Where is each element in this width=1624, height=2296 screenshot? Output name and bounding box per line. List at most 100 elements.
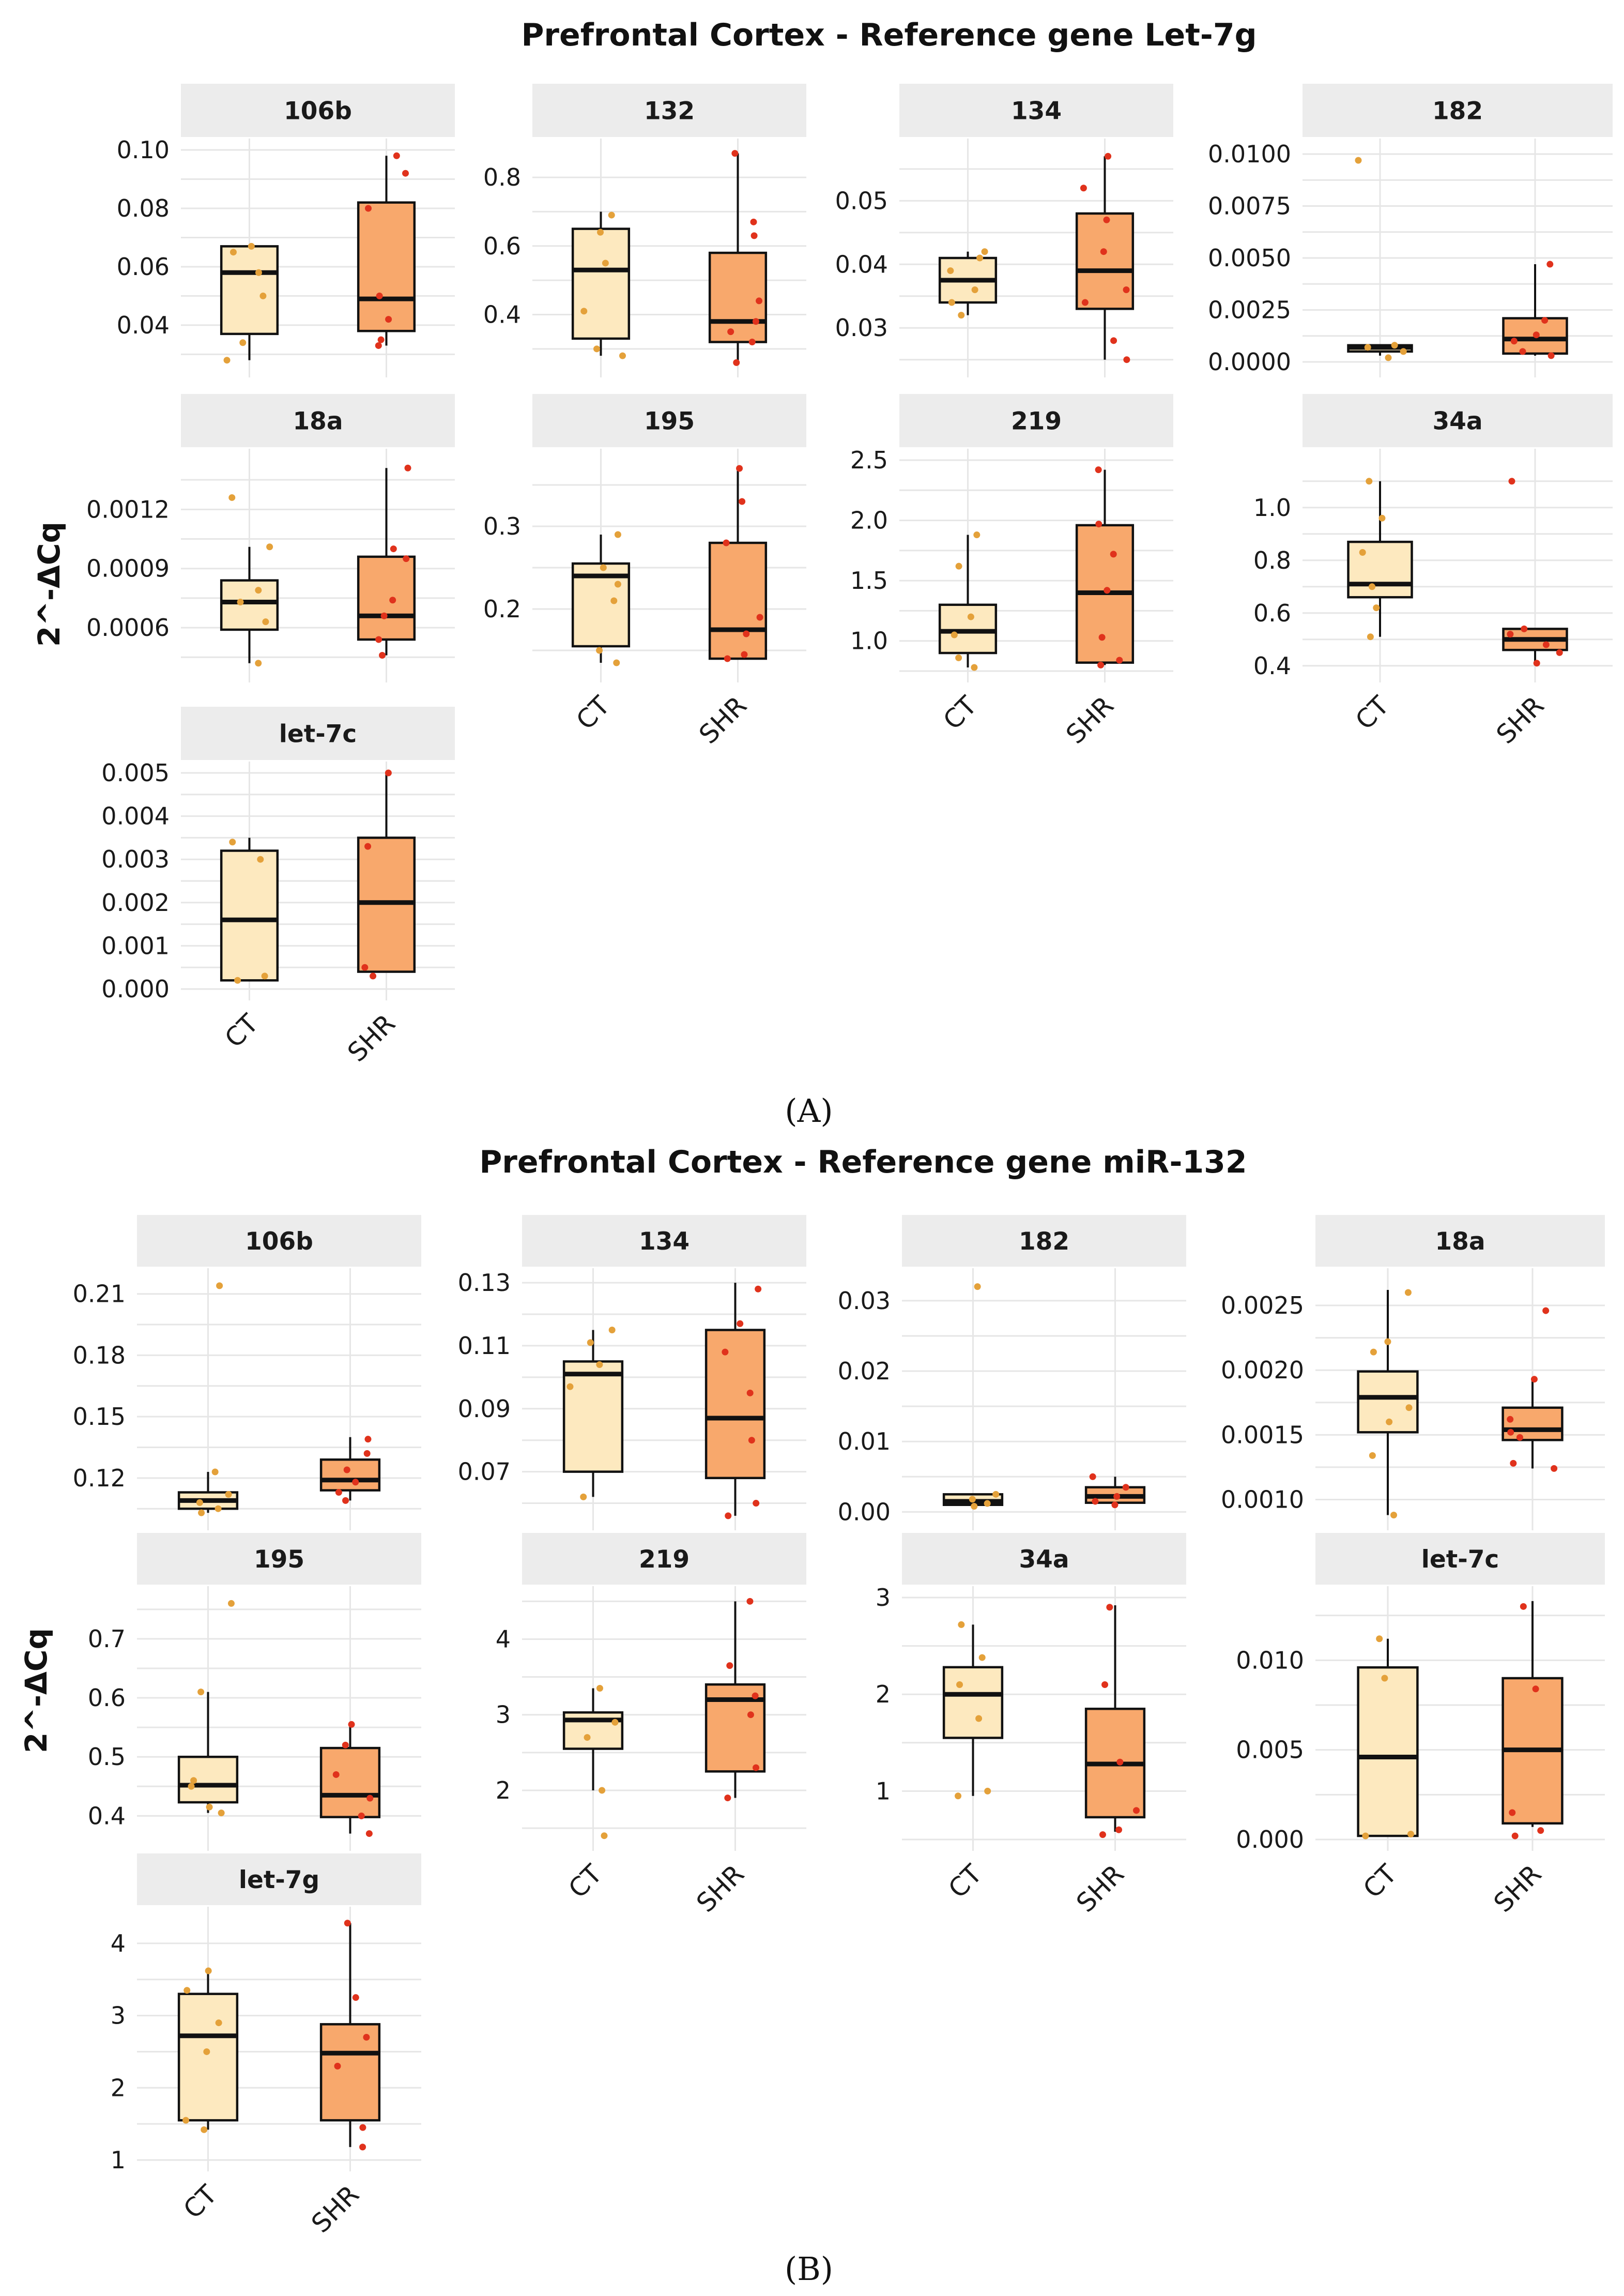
data-point bbox=[358, 1812, 365, 1819]
data-point bbox=[239, 339, 247, 346]
y-tick-label: 0.0100 bbox=[1208, 140, 1291, 168]
facet-182: 182 0.0000 0.0025 0.0050 0.0075 0.0100 bbox=[1208, 84, 1613, 377]
data-point bbox=[1116, 657, 1123, 664]
data-point bbox=[234, 977, 241, 984]
x-tick-label: CT bbox=[1357, 1859, 1403, 1904]
y-tick-label: 0.18 bbox=[73, 1341, 126, 1369]
facet-219: 219 1.0 1.5 2.0 2.5 bbox=[850, 394, 1173, 682]
data-point bbox=[723, 539, 730, 546]
data-point bbox=[619, 352, 626, 359]
data-point bbox=[1542, 641, 1550, 648]
box-CT bbox=[220, 849, 279, 982]
y-tick-label: 0.003 bbox=[101, 845, 170, 873]
data-point bbox=[228, 494, 236, 501]
y-tick-label: 0.05 bbox=[835, 187, 888, 215]
data-point bbox=[359, 2124, 366, 2131]
data-point bbox=[227, 1600, 235, 1607]
data-point bbox=[566, 1383, 574, 1390]
x-tick-label: SHR bbox=[1070, 1859, 1130, 1918]
data-point bbox=[753, 1764, 760, 1771]
box-SHR bbox=[319, 1746, 381, 1818]
y-axis-label: 2^-ΔCq bbox=[32, 522, 67, 647]
facet-title: 182 bbox=[1019, 1227, 1069, 1256]
y-tick-label: 0.2 bbox=[483, 595, 521, 623]
facet-strip bbox=[181, 84, 455, 137]
data-point bbox=[955, 1792, 962, 1800]
data-point bbox=[1384, 1338, 1391, 1345]
data-point bbox=[737, 1320, 744, 1327]
facet-34a: 34a 0.4 0.6 0.8 1.0 bbox=[1253, 394, 1613, 682]
y-tick-label: 0.001 bbox=[101, 932, 170, 960]
y-tick-label: 1.5 bbox=[850, 567, 888, 595]
y-tick-label: 0.0025 bbox=[1221, 1291, 1304, 1319]
data-point bbox=[1405, 1404, 1413, 1411]
box-CT bbox=[220, 579, 279, 631]
data-point bbox=[1080, 185, 1087, 192]
facet-title: let-7g bbox=[239, 1866, 319, 1894]
data-point bbox=[363, 1450, 371, 1457]
data-point bbox=[1110, 551, 1117, 558]
data-point bbox=[259, 292, 267, 299]
data-point bbox=[262, 618, 269, 626]
data-point bbox=[334, 2062, 341, 2070]
y-tick-label: 4 bbox=[111, 1929, 126, 1957]
box-CT bbox=[562, 1360, 624, 1473]
data-point bbox=[608, 211, 615, 219]
data-point bbox=[393, 152, 400, 159]
y-tick-label: 0.4 bbox=[1253, 652, 1291, 680]
data-point bbox=[610, 597, 618, 604]
facet-strip bbox=[1303, 394, 1613, 447]
data-point bbox=[197, 1689, 205, 1696]
data-point bbox=[183, 1987, 191, 1994]
data-point bbox=[750, 232, 758, 239]
data-point bbox=[1530, 1376, 1538, 1383]
y-tick-label: 0.00 bbox=[838, 1498, 891, 1526]
data-point bbox=[1359, 549, 1366, 556]
data-point bbox=[211, 1468, 219, 1476]
data-point bbox=[1400, 348, 1407, 355]
y-tick-label: 2 bbox=[496, 1776, 511, 1804]
data-point bbox=[335, 1489, 342, 1496]
y-tick-label: 0.08 bbox=[117, 194, 170, 222]
y-tick-label: 0.000 bbox=[1236, 1826, 1304, 1853]
y-tick-label: 0.3 bbox=[483, 512, 521, 540]
data-point bbox=[205, 1967, 212, 1974]
data-point bbox=[1123, 286, 1130, 293]
facet-strip bbox=[137, 1853, 421, 1905]
facet-132: 132 0.4 0.6 0.8 bbox=[483, 84, 806, 377]
data-point bbox=[1098, 634, 1106, 641]
data-point bbox=[215, 1505, 222, 1512]
y-tick-label: 0.004 bbox=[101, 802, 170, 830]
data-point bbox=[1376, 1635, 1383, 1643]
data-point bbox=[196, 1499, 203, 1506]
y-tick-label: 0.4 bbox=[88, 1802, 126, 1830]
data-point bbox=[206, 1803, 213, 1811]
facet-title: 18a bbox=[1435, 1227, 1485, 1256]
facet-title: 18a bbox=[293, 407, 343, 436]
data-point bbox=[1092, 1498, 1099, 1505]
facet-title: 106b bbox=[245, 1227, 313, 1256]
y-tick-label: 0.04 bbox=[117, 311, 170, 339]
data-point bbox=[613, 659, 620, 666]
data-point bbox=[379, 651, 386, 659]
data-point bbox=[748, 1437, 755, 1444]
data-point bbox=[951, 631, 958, 638]
figure-title: Prefrontal Cortex - Reference gene miR-1… bbox=[479, 1144, 1247, 1180]
facet-title: 134 bbox=[639, 1227, 690, 1256]
facet-strip bbox=[899, 84, 1173, 137]
data-point bbox=[1520, 1603, 1527, 1610]
data-point bbox=[1542, 1307, 1550, 1314]
y-tick-label: 0.02 bbox=[838, 1357, 891, 1385]
y-tick-label: 0.0075 bbox=[1208, 192, 1291, 220]
data-point bbox=[1123, 356, 1130, 363]
x-tick-label: CT bbox=[1350, 690, 1395, 736]
data-point bbox=[403, 555, 410, 562]
data-point bbox=[376, 292, 383, 299]
data-point bbox=[1133, 1807, 1140, 1814]
data-point bbox=[755, 1285, 762, 1293]
data-point bbox=[984, 1500, 991, 1507]
data-point bbox=[1101, 1681, 1109, 1688]
box-SHR bbox=[357, 201, 416, 332]
data-point bbox=[1369, 1452, 1376, 1459]
box-CT bbox=[177, 1993, 239, 2122]
